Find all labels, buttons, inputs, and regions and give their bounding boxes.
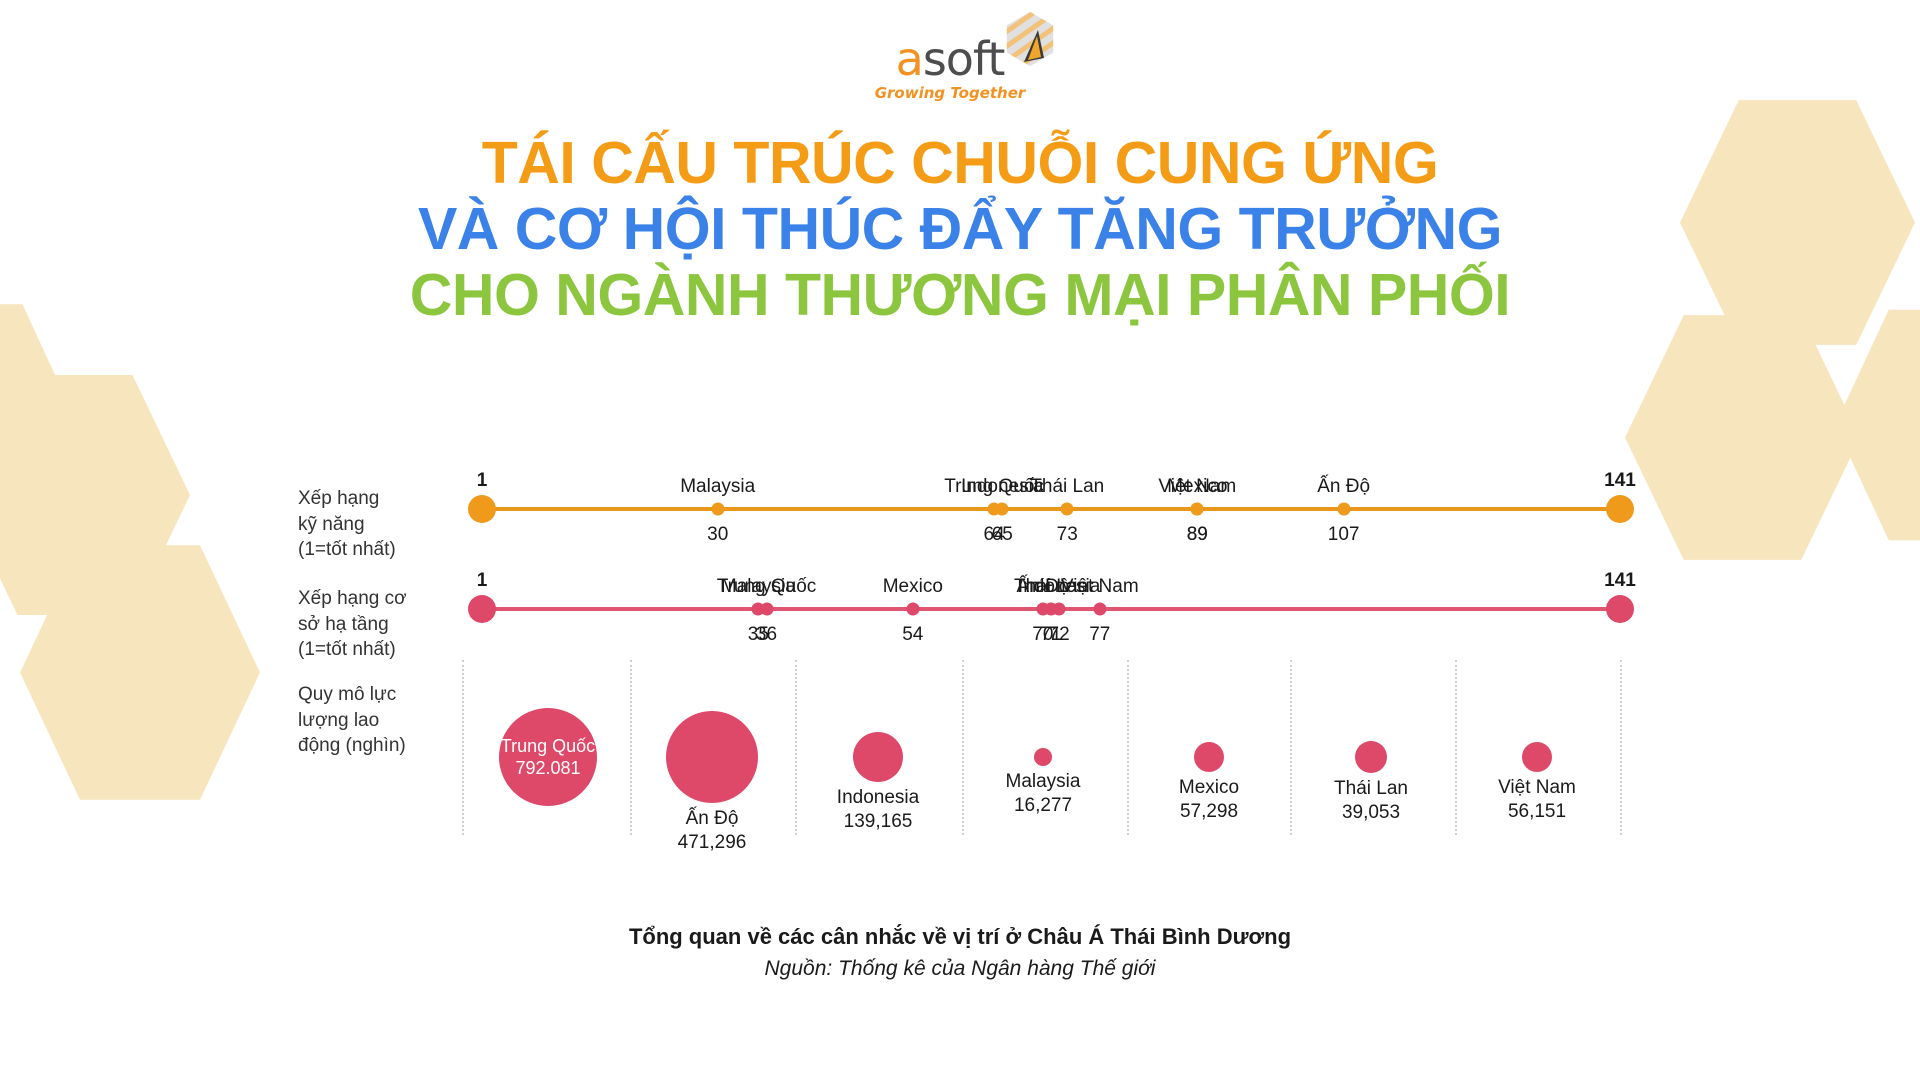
data-point bbox=[906, 602, 920, 616]
data-point bbox=[1052, 602, 1066, 616]
bubble-caption: Indonesia 139,165 bbox=[836, 787, 920, 833]
data-point-value: 70 bbox=[1032, 624, 1054, 645]
data-point bbox=[711, 502, 725, 516]
headline-line-1: TÁI CẤU TRÚC CHUỖI CUNG ỨNG bbox=[481, 130, 1439, 196]
data-point-label: Trung Quốc bbox=[716, 576, 817, 597]
bubble bbox=[666, 711, 758, 803]
data-point-label: Mexico bbox=[882, 576, 943, 597]
headline-line-3: CHO NGÀNH THƯƠNG MẠI PHÂN PHỐI bbox=[409, 262, 1511, 329]
bubble-cell: Thái Lan 39,053 bbox=[1271, 741, 1471, 826]
chart-caption: Tổng quan về các cân nhắc về vị trí ở Ch… bbox=[0, 920, 1920, 985]
data-point-label: Mexico bbox=[1167, 476, 1228, 497]
data-point-label: Ấn Độ bbox=[1317, 476, 1371, 497]
bubble-cell: Ấn Độ 471,296 bbox=[612, 711, 812, 856]
data-point-label: Thái Lan bbox=[1014, 576, 1088, 597]
data-point-label: Ấn Độ bbox=[1016, 576, 1070, 597]
bubble-cell: Việt Nam 56,151 bbox=[1437, 742, 1637, 825]
caption-source: Nguồn: Thống kê của Ngân hàng Thế giới bbox=[764, 957, 1156, 980]
axis-endpoint-min-label: 1 bbox=[476, 470, 488, 491]
bubble bbox=[1194, 742, 1224, 772]
data-point-value: 30 bbox=[707, 524, 729, 545]
data-point bbox=[760, 602, 773, 616]
data-point-value: 36 bbox=[755, 624, 778, 645]
data-point-value: 64 bbox=[983, 524, 1005, 545]
bubble-caption: Việt Nam 56,151 bbox=[1498, 777, 1576, 823]
data-point bbox=[1190, 502, 1204, 516]
bubble-caption: Thái Lan 39,053 bbox=[1334, 778, 1408, 824]
axis-row-skill-ranking: 1 141 Malaysia 30 Trung Quốc 64 Indonesia 65 Thá… bbox=[0, 450, 1920, 560]
caption-title: Tổng quan về các cân nhắc về vị trí ở Ch… bbox=[628, 924, 1292, 949]
data-point-value: 73 bbox=[1056, 524, 1078, 545]
brand-name-rest: soft bbox=[922, 32, 1006, 86]
page-title: TÁI CẤU TRÚC CHUỖI CUNG ỨNG VÀ CƠ HỘI TH… bbox=[0, 130, 1920, 328]
bubble bbox=[1034, 748, 1052, 766]
data-point-label: Indonesia bbox=[961, 476, 1044, 497]
bubble-row-labour-force: Trung Quốc 792.081 Ấn Độ 471,296 Indonesia… bbox=[0, 650, 1920, 870]
axis-row-infrastructure-ranking: 1 141 Malaysia 35 Trung Quốc 36 Mexico 54 Ấn Độ 7… bbox=[0, 550, 1920, 660]
data-point-value: 107 bbox=[1327, 524, 1360, 545]
bubble bbox=[1355, 741, 1387, 773]
row-label-labour-force: Quy mô lực lượng lao động (nghìn) bbox=[298, 684, 406, 757]
row-label-infrastructure-ranking: Xếp hạng cơ sở hạ tầng (1=tốt nhất) bbox=[298, 588, 407, 661]
data-point-label: Thái Lan bbox=[1030, 476, 1105, 497]
bubble-divider bbox=[962, 660, 964, 835]
data-point-value: 89 bbox=[1186, 524, 1208, 545]
bubble bbox=[1522, 742, 1552, 772]
data-point-value: 72 bbox=[1048, 624, 1070, 645]
data-point-label: Malaysia bbox=[680, 476, 756, 497]
axis-endpoint-max bbox=[1606, 595, 1634, 623]
data-point-value: 77 bbox=[1089, 624, 1111, 645]
data-point-label: Malaysia bbox=[720, 576, 796, 597]
brand-logo: asoft Growing Together bbox=[860, 8, 1080, 118]
data-point bbox=[995, 502, 1009, 516]
bubble-cell: Indonesia 139,165 bbox=[778, 732, 978, 835]
data-point bbox=[1337, 502, 1351, 516]
data-point-label: Trung Quốc bbox=[944, 476, 1044, 497]
axis-endpoint-max-label: 141 bbox=[1604, 570, 1636, 591]
bubble bbox=[853, 732, 903, 782]
headline-line-2: VÀ CƠ HỘI THÚC ĐẨY TĂNG TRƯỞNG bbox=[417, 196, 1503, 263]
brand-wordmark: asoft bbox=[860, 36, 1040, 82]
row-label-skill-ranking: Xếp hạng kỹ năng (1=tốt nhất) bbox=[298, 488, 396, 561]
bubble-divider bbox=[1455, 660, 1457, 835]
bubble-caption: Mexico 57,298 bbox=[1178, 777, 1240, 823]
chart-area: Xếp hạng kỹ năng (1=tốt nhất) 1 141 Malays… bbox=[0, 450, 1920, 870]
data-point-value: 54 bbox=[902, 624, 924, 645]
axis-line bbox=[482, 507, 1620, 511]
data-point-label: Việt Nam bbox=[1158, 476, 1237, 497]
axis-endpoint-min bbox=[468, 495, 496, 523]
brand-letter-a: a bbox=[895, 32, 924, 86]
bubble-divider bbox=[795, 660, 797, 835]
data-point-value: 71 bbox=[1040, 624, 1062, 645]
axis-endpoint-max bbox=[1606, 495, 1634, 523]
bubble-inner-label: Trung Quốc 792.081 bbox=[500, 735, 596, 779]
bubble-caption: Malaysia 16,277 bbox=[1005, 771, 1081, 817]
data-point-value: 35 bbox=[747, 624, 769, 645]
data-point-value: 65 bbox=[991, 524, 1013, 545]
brand-tagline: Growing Together bbox=[874, 84, 1026, 102]
hexagon-decoration bbox=[20, 545, 260, 800]
bubble-cell: Mexico 57,298 bbox=[1109, 742, 1309, 825]
hexagon-bee-logo-icon bbox=[1005, 10, 1055, 68]
bubble-divider bbox=[1290, 660, 1292, 835]
data-point bbox=[1093, 602, 1107, 616]
bubble-divider bbox=[462, 660, 464, 835]
bubble-divider bbox=[1620, 660, 1622, 835]
bubble-cell: Trung Quốc 792.081 bbox=[448, 708, 648, 806]
bubble-divider bbox=[1127, 660, 1129, 835]
bubble-cell: Malaysia 16,277 bbox=[943, 748, 1143, 819]
data-point-label: Indonesia bbox=[1017, 576, 1101, 597]
axis-endpoint-min bbox=[468, 595, 496, 623]
data-point-label: Việt Nam bbox=[1060, 576, 1139, 597]
bubble: Trung Quốc 792.081 bbox=[499, 708, 597, 806]
bubble-divider bbox=[630, 660, 632, 835]
axis-endpoint-max-label: 141 bbox=[1604, 470, 1636, 491]
bubble-caption: Ấn Độ 471,296 bbox=[677, 808, 747, 854]
axis-endpoint-min-label: 1 bbox=[476, 570, 488, 591]
data-point-value: 89 bbox=[1186, 524, 1208, 545]
data-point bbox=[1060, 502, 1074, 516]
